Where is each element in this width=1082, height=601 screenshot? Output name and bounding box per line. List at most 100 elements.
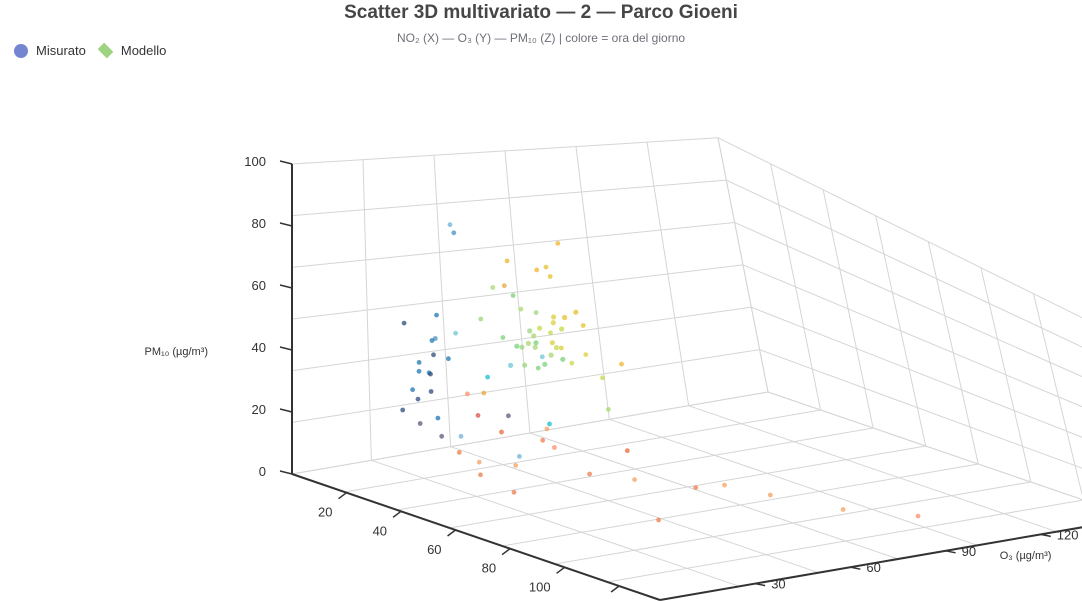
z-tick [279,222,293,227]
data-point-modello [531,333,537,339]
data-point-modello [560,356,566,362]
data-point-misurato [501,283,507,289]
legend-label-misurato: Misurato [36,43,86,58]
data-point-misurato [656,517,661,523]
data-point-misurato [583,352,589,357]
y-tick [850,566,861,570]
data-point-modello [525,340,532,346]
z-tick-label: 40 [252,340,266,355]
grid-line [291,349,760,423]
data-point-misurato [446,356,451,362]
grid-line [717,137,1082,319]
grid-line [529,432,899,560]
data-point-misurato [624,448,630,454]
data-point-modello [551,314,557,320]
data-point-misurato [547,421,552,427]
x-tick-label: 80 [482,561,496,576]
data-point-misurato [518,306,524,312]
z-tick [279,346,293,351]
legend-label-modello: Modello [120,43,167,58]
data-point-modello [553,345,560,351]
data-point-misurato [435,415,441,421]
y-axis-title: O₃ (µg/m³) [1000,550,1052,562]
data-point-misurato [915,513,921,519]
z-tick-label: 0 [259,464,266,479]
grid-layer [291,137,1082,601]
data-point-misurato [400,407,406,413]
data-point-misurato [840,507,846,512]
grid-line [291,222,735,268]
data-point-misurato [517,454,522,459]
data-point-misurato [478,316,484,322]
grid-line [291,264,744,320]
legend: Misurato Modello [14,42,176,59]
data-point-misurato [416,360,422,365]
data-point-misurato [722,482,727,488]
data-point-modello [519,344,525,350]
data-point-misurato [417,421,423,426]
data-point-misurato [535,365,541,371]
data-point-modello [549,340,556,346]
legend-item-misurato[interactable]: Misurato [14,43,86,58]
grid-line [759,349,1082,469]
data-point-misurato [431,352,436,358]
data-point-misurato [539,354,545,360]
data-point-misurato [453,330,458,336]
data-point-misurato [547,274,553,279]
z-tick [279,284,293,289]
grid-line [751,306,1082,438]
data-point-misurato [606,407,611,412]
data-point-misurato [533,310,539,315]
data-point-misurato [499,429,504,435]
grid-line [371,459,740,587]
z-tick-label: 100 [244,154,266,169]
data-point-modello [527,328,533,334]
data-point-misurato [569,360,575,366]
grid-line [291,137,719,165]
z-tick [279,160,293,165]
y-tick [1040,533,1051,538]
z-tick-label: 20 [252,402,266,417]
data-point-misurato [600,375,605,381]
z-tick-label: 60 [252,278,266,293]
x-tick [447,529,457,537]
x-tick-label: 60 [427,542,441,557]
data-point-misurato [475,413,481,418]
z-axis-title: PM₁₀ (µg/m³) [145,346,209,358]
data-point-misurato [587,471,592,477]
data-point-misurato [506,413,511,419]
z-tick [279,408,293,413]
data-point-misurato [416,368,422,374]
data-point-misurato [410,387,415,393]
y-axis-line [659,526,1082,601]
y-tick-label: 90 [962,544,976,559]
data-point-misurato [693,485,699,490]
data-point-modello [514,343,520,349]
data-point-misurato [548,330,553,336]
grid-line [734,222,1082,378]
y-tick [755,582,766,587]
data-point-misurato [504,258,510,264]
data-point-misurato [767,492,773,498]
data-point-misurato [478,472,483,478]
data-point-misurato [619,361,624,367]
data-point-modello [533,340,539,346]
x-axis-line [291,473,661,601]
x-tick [556,566,566,574]
y-tick [945,550,956,554]
data-point-misurato [451,230,457,236]
grid-line [609,418,978,546]
data-point-modello [573,309,579,315]
data-point-misurato [513,463,519,468]
label-layer: 02040608010020406080100120306090120150PM… [145,154,1079,601]
chart-subtitle: NO₂ (X) — O₃ (Y) — PM₁₀ (Z) | colore = o… [396,31,686,45]
point-layer [400,222,921,523]
data-point-misurato [555,241,561,246]
legend-item-modello[interactable]: Modello [96,42,167,59]
data-point-misurato [490,285,496,290]
data-point-misurato [558,345,564,351]
data-point-misurato [552,445,557,450]
data-point-misurato [429,338,435,343]
data-point-misurato [428,371,433,377]
